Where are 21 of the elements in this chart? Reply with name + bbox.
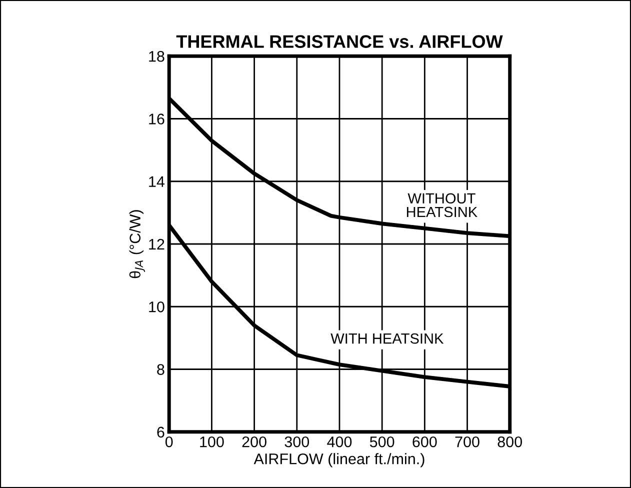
- y-tick-label: 16: [149, 114, 164, 124]
- x-tick-label: 400: [327, 436, 352, 448]
- y-axis-title: θ$_{JA}$ (°C/W): [129, 210, 145, 278]
- x-tick-label: 700: [455, 436, 480, 448]
- x-tick-label: 100: [200, 436, 224, 448]
- y-tick-label: 8: [157, 364, 164, 375]
- x-axis-title: AIRFLOW (linear ft./min.): [254, 453, 424, 468]
- x-tick-label: 200: [242, 436, 266, 448]
- chart-title: THERMAL RESISTANCE vs. AIRFLOW: [176, 35, 503, 48]
- y-tick-label: 14: [149, 176, 164, 187]
- series-label: WITHOUT HEATSINK: [406, 193, 478, 218]
- y-tick-label: 6: [157, 426, 164, 438]
- series-label: WITH HEATSINK: [330, 333, 444, 344]
- y-tick-label: 18: [149, 50, 164, 62]
- x-tick-label: 300: [284, 436, 310, 448]
- x-tick-label: 0: [165, 436, 173, 448]
- y-tick-label: 10: [149, 301, 164, 312]
- x-tick-label: 600: [412, 436, 437, 448]
- y-tick-label: 12: [149, 238, 164, 250]
- x-tick-label: 800: [498, 436, 522, 448]
- x-tick-label: 500: [370, 436, 394, 448]
